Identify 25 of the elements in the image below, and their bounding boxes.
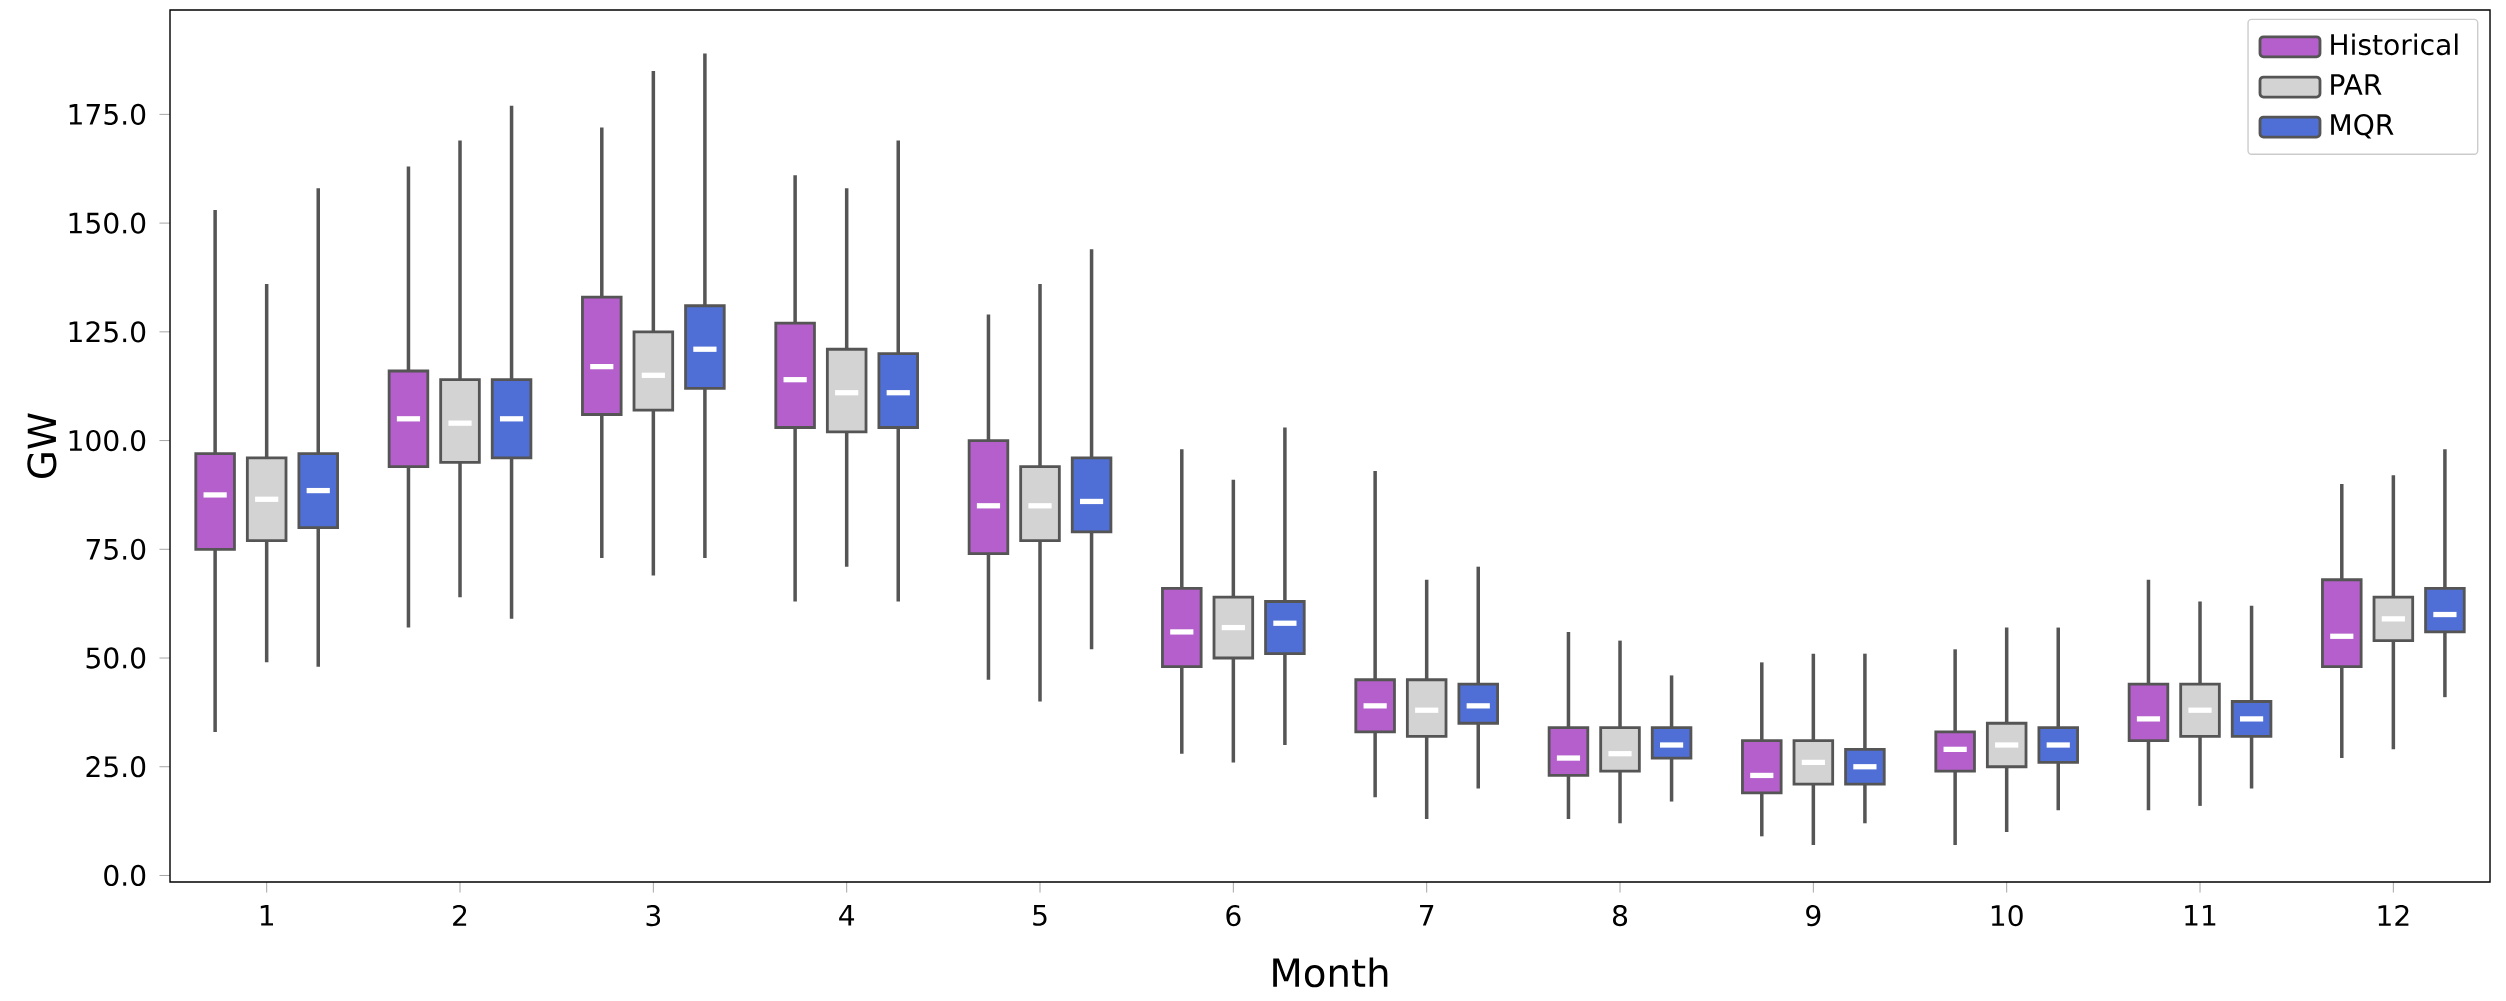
y-tick-label: 25.0: [86, 756, 146, 778]
x-tick-label: 7: [1420, 904, 1434, 926]
x-tick-label: 6: [1226, 904, 1241, 927]
y-tick-label: 175.0: [69, 103, 146, 125]
x-axis-title: Month: [1273, 957, 1388, 988]
x-tick-label: 2: [453, 904, 467, 926]
legend-label: MQR: [2331, 113, 2394, 139]
y-tick-label: 150.0: [69, 212, 146, 234]
legend-label: Historical: [2331, 33, 2458, 56]
legend-label: PAR: [2331, 74, 2382, 95]
y-axis-title: GW: [27, 413, 57, 478]
y-tick-label: 50.0: [86, 647, 146, 669]
x-tick-label: 10: [1991, 904, 2023, 927]
x-tick-label: 12: [2378, 904, 2409, 926]
x-tick-label: 8: [1613, 904, 1628, 927]
y-tick-label: 125.0: [69, 321, 146, 343]
x-tick-label: 11: [2185, 904, 2216, 926]
x-tick-label: 1: [260, 904, 273, 926]
x-tick-label: 4: [839, 904, 855, 926]
y-tick-label: 100.0: [69, 429, 146, 452]
x-tick-label: 5: [1033, 904, 1047, 926]
x-tick-label: 3: [646, 904, 661, 927]
x-tick-label: 9: [1806, 904, 1821, 927]
y-tick-label: 0.0: [104, 864, 146, 887]
y-tick-label: 75.0: [86, 538, 146, 560]
